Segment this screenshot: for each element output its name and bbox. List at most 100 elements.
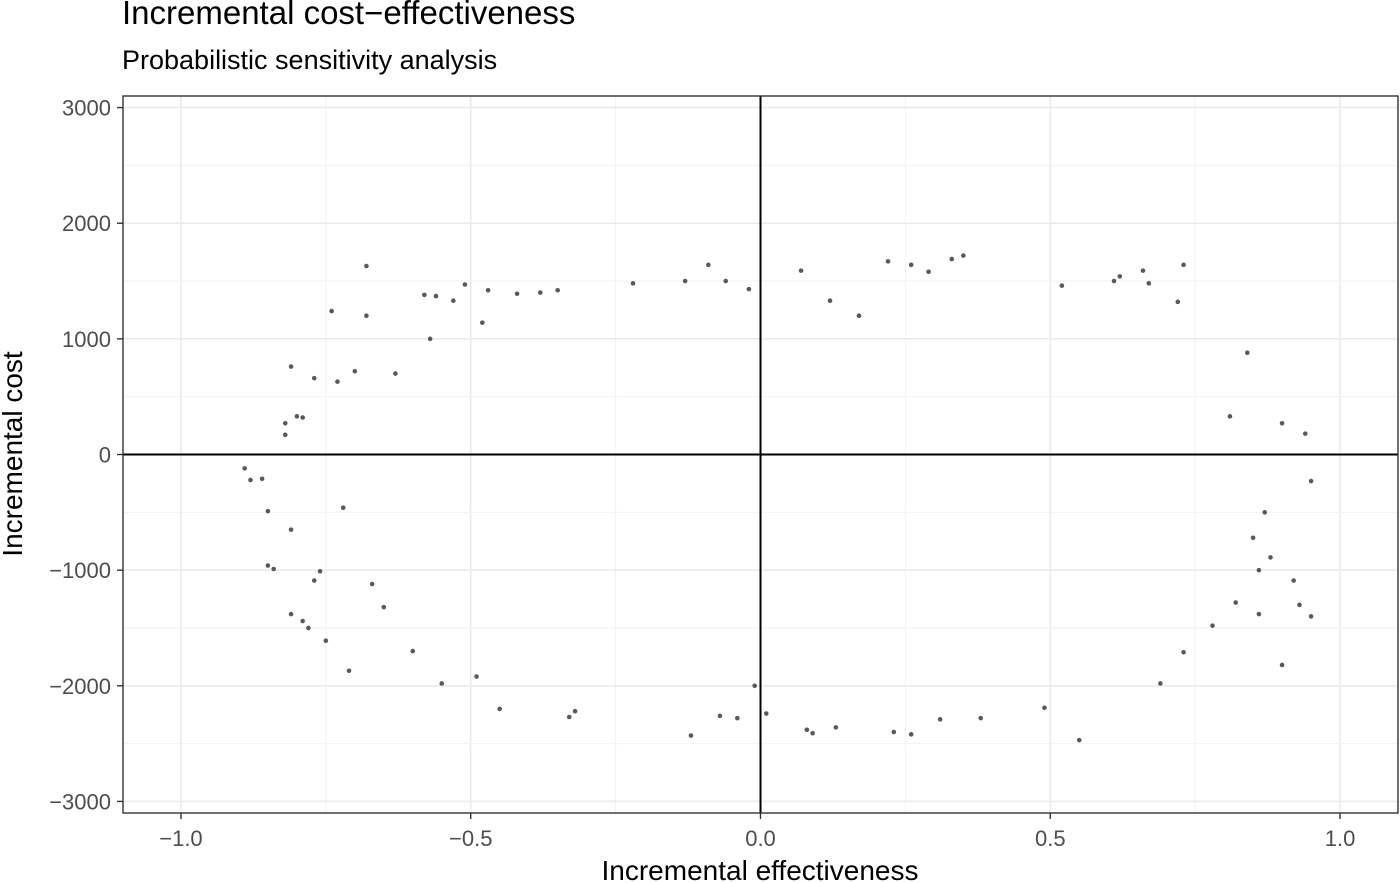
data-point	[242, 466, 247, 471]
data-point	[497, 706, 503, 712]
data-point	[294, 414, 300, 419]
data-point	[364, 263, 369, 269]
data-point	[1308, 614, 1314, 619]
data-point	[282, 432, 288, 438]
data-point	[340, 505, 346, 511]
data-point	[300, 415, 305, 420]
data-point	[555, 287, 560, 293]
data-points	[242, 253, 1314, 743]
data-point	[439, 681, 445, 686]
data-point	[1308, 478, 1314, 484]
data-point	[288, 364, 294, 369]
data-point	[1233, 600, 1239, 605]
data-point	[288, 611, 294, 617]
data-point	[451, 298, 456, 303]
data-point	[352, 368, 358, 374]
data-point	[311, 375, 317, 381]
data-point	[706, 262, 711, 268]
data-point	[798, 268, 804, 273]
data-point	[961, 253, 966, 258]
y-axis: 3000 2000 1000 0 −1000 −2000 −3000	[49, 96, 123, 814]
data-point	[381, 604, 387, 610]
data-point	[1181, 262, 1186, 268]
data-point	[248, 477, 253, 483]
data-point	[1175, 299, 1181, 305]
data-point	[810, 730, 815, 736]
x-tick-label: −1.0	[159, 826, 202, 851]
data-point	[1227, 414, 1233, 419]
data-point	[1158, 681, 1163, 686]
data-point	[323, 638, 329, 643]
data-point	[885, 259, 891, 264]
data-point	[427, 336, 433, 342]
data-point	[369, 581, 375, 587]
data-point	[1140, 268, 1146, 273]
data-point	[474, 674, 479, 679]
x-tick-label: −0.5	[449, 826, 492, 851]
data-point	[514, 291, 520, 297]
data-point	[1256, 567, 1262, 573]
data-point	[937, 717, 943, 722]
data-point	[827, 298, 833, 303]
y-tick-label: −2000	[49, 674, 111, 699]
data-point	[462, 282, 468, 287]
data-point	[856, 313, 862, 319]
data-point	[364, 313, 369, 319]
data-point	[1302, 431, 1308, 436]
data-point	[1111, 278, 1117, 284]
y-tick-label: −3000	[49, 789, 111, 814]
data-point	[433, 293, 439, 299]
data-point	[1250, 535, 1256, 541]
data-point	[926, 269, 931, 275]
data-point	[329, 308, 334, 314]
data-point	[1245, 350, 1250, 356]
data-point	[1262, 510, 1267, 515]
data-point	[265, 508, 271, 514]
x-tick-label: 0.0	[745, 826, 776, 851]
data-point	[572, 708, 578, 714]
data-point	[1059, 283, 1065, 288]
y-tick-label: 2000	[62, 211, 111, 236]
y-tick-label: −1000	[49, 558, 111, 583]
chart-subtitle: Probabilistic sensitivity analysis	[122, 45, 498, 75]
x-tick-label: 0.5	[1035, 826, 1066, 851]
data-point	[804, 727, 810, 733]
data-point	[1076, 737, 1082, 743]
data-point	[688, 733, 694, 738]
data-point	[891, 729, 897, 735]
data-point	[908, 262, 914, 268]
data-point	[265, 563, 271, 568]
data-point	[1210, 623, 1215, 628]
data-point	[306, 625, 311, 631]
data-point	[1042, 705, 1047, 711]
data-point	[949, 256, 955, 262]
data-point	[288, 527, 294, 532]
data-point	[1291, 578, 1296, 583]
data-point	[480, 320, 485, 325]
data-point	[764, 711, 769, 716]
x-tick-label: 1.0	[1325, 826, 1356, 851]
data-point	[311, 578, 317, 583]
data-point	[752, 683, 757, 689]
data-point	[566, 714, 572, 720]
data-point	[978, 715, 984, 721]
data-point	[746, 286, 752, 292]
data-point	[422, 292, 427, 298]
data-point	[317, 569, 323, 574]
data-point	[410, 648, 416, 654]
data-point	[1256, 611, 1262, 617]
data-point	[1279, 662, 1285, 668]
data-point	[335, 379, 340, 384]
data-point	[393, 371, 398, 376]
data-point	[282, 420, 288, 426]
data-point	[908, 732, 914, 737]
y-axis-title: Incremental cost	[0, 351, 28, 557]
data-point	[630, 281, 636, 286]
y-tick-label: 0	[99, 443, 111, 468]
data-point	[735, 715, 740, 721]
chart-title: Incremental cost−effectiveness	[122, 0, 576, 31]
y-tick-label: 3000	[62, 96, 111, 121]
data-point	[1117, 274, 1123, 279]
data-point	[1181, 649, 1186, 655]
